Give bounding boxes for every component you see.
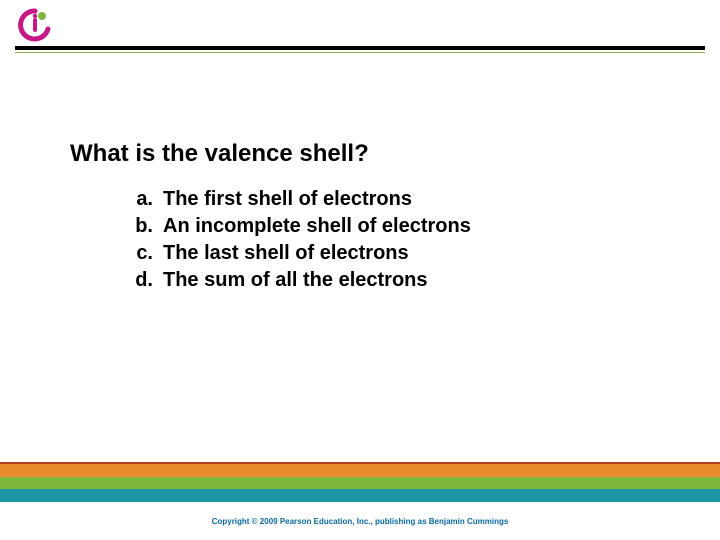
option-text: The last shell of electrons bbox=[163, 240, 409, 267]
question-text: What is the valence shell? bbox=[70, 140, 680, 168]
option-c: c. The last shell of electrons bbox=[125, 240, 680, 267]
options-list: a. The first shell of electrons b. An in… bbox=[125, 186, 680, 294]
footer-bar-orange bbox=[0, 464, 720, 477]
footer-color-bars bbox=[0, 464, 720, 502]
header-rule-thin bbox=[15, 52, 705, 53]
option-d: d. The sum of all the electrons bbox=[125, 267, 680, 294]
copyright-text: Copyright © 2009 Pearson Education, Inc.… bbox=[212, 517, 509, 526]
publisher-logo bbox=[18, 8, 52, 47]
footer-bar-teal bbox=[0, 489, 720, 502]
footer-bar-green bbox=[0, 477, 720, 490]
header-rule-thick bbox=[15, 46, 705, 50]
option-letter: c. bbox=[125, 240, 153, 267]
option-letter: b. bbox=[125, 213, 153, 240]
option-text: An incomplete shell of electrons bbox=[163, 213, 471, 240]
option-text: The first shell of electrons bbox=[163, 186, 412, 213]
slide-content: What is the valence shell? a. The first … bbox=[70, 140, 680, 294]
option-a: a. The first shell of electrons bbox=[125, 186, 680, 213]
footer-band: Copyright © 2009 Pearson Education, Inc.… bbox=[0, 502, 720, 540]
option-text: The sum of all the electrons bbox=[163, 267, 428, 294]
option-letter: a. bbox=[125, 186, 153, 213]
option-letter: d. bbox=[125, 267, 153, 294]
option-b: b. An incomplete shell of electrons bbox=[125, 213, 680, 240]
